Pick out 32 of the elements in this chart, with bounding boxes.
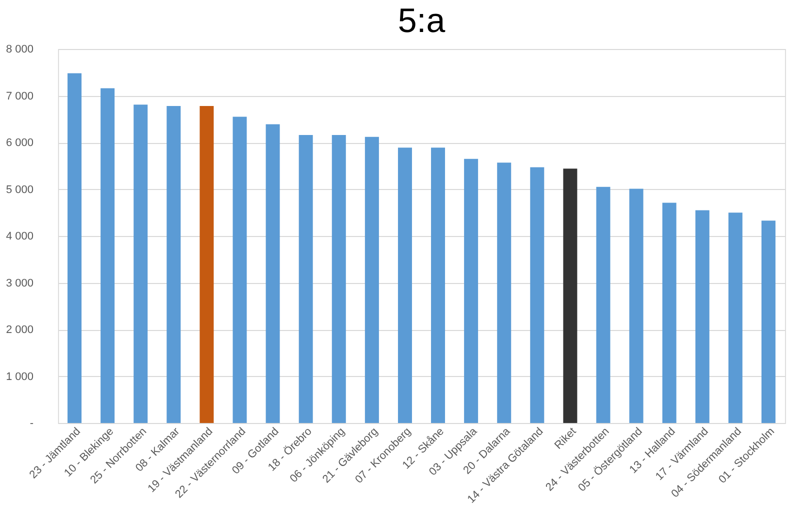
bar	[530, 167, 544, 423]
bar	[596, 186, 610, 423]
bar	[398, 148, 412, 423]
bar	[200, 106, 214, 423]
bar	[728, 212, 742, 423]
y-tick-label: 7 000	[6, 90, 34, 102]
bar	[100, 88, 115, 423]
bar	[431, 148, 446, 423]
bar	[68, 73, 82, 423]
bar	[266, 124, 280, 423]
y-tick-label: -	[30, 418, 34, 430]
bar	[695, 210, 710, 423]
y-tick-label: 8 000	[6, 44, 34, 56]
bar	[364, 136, 379, 423]
bar	[232, 116, 247, 423]
y-tick-label: 1 000	[6, 370, 34, 383]
y-tick-label: 4 000	[6, 230, 34, 242]
bar	[497, 162, 512, 423]
y-tick-label: 6 000	[6, 137, 34, 149]
bar	[761, 220, 776, 423]
bar	[134, 104, 148, 423]
y-tick-label: 3 000	[6, 277, 34, 290]
chart-title: 5:a	[398, 2, 446, 40]
bar	[629, 188, 644, 423]
y-tick-label: 2 000	[6, 324, 34, 336]
y-tick-label: 5 000	[6, 184, 34, 196]
bar	[166, 106, 181, 423]
bar	[563, 168, 578, 423]
bar	[662, 202, 676, 423]
bar	[298, 135, 313, 423]
bar	[464, 158, 478, 423]
bar	[332, 135, 346, 423]
